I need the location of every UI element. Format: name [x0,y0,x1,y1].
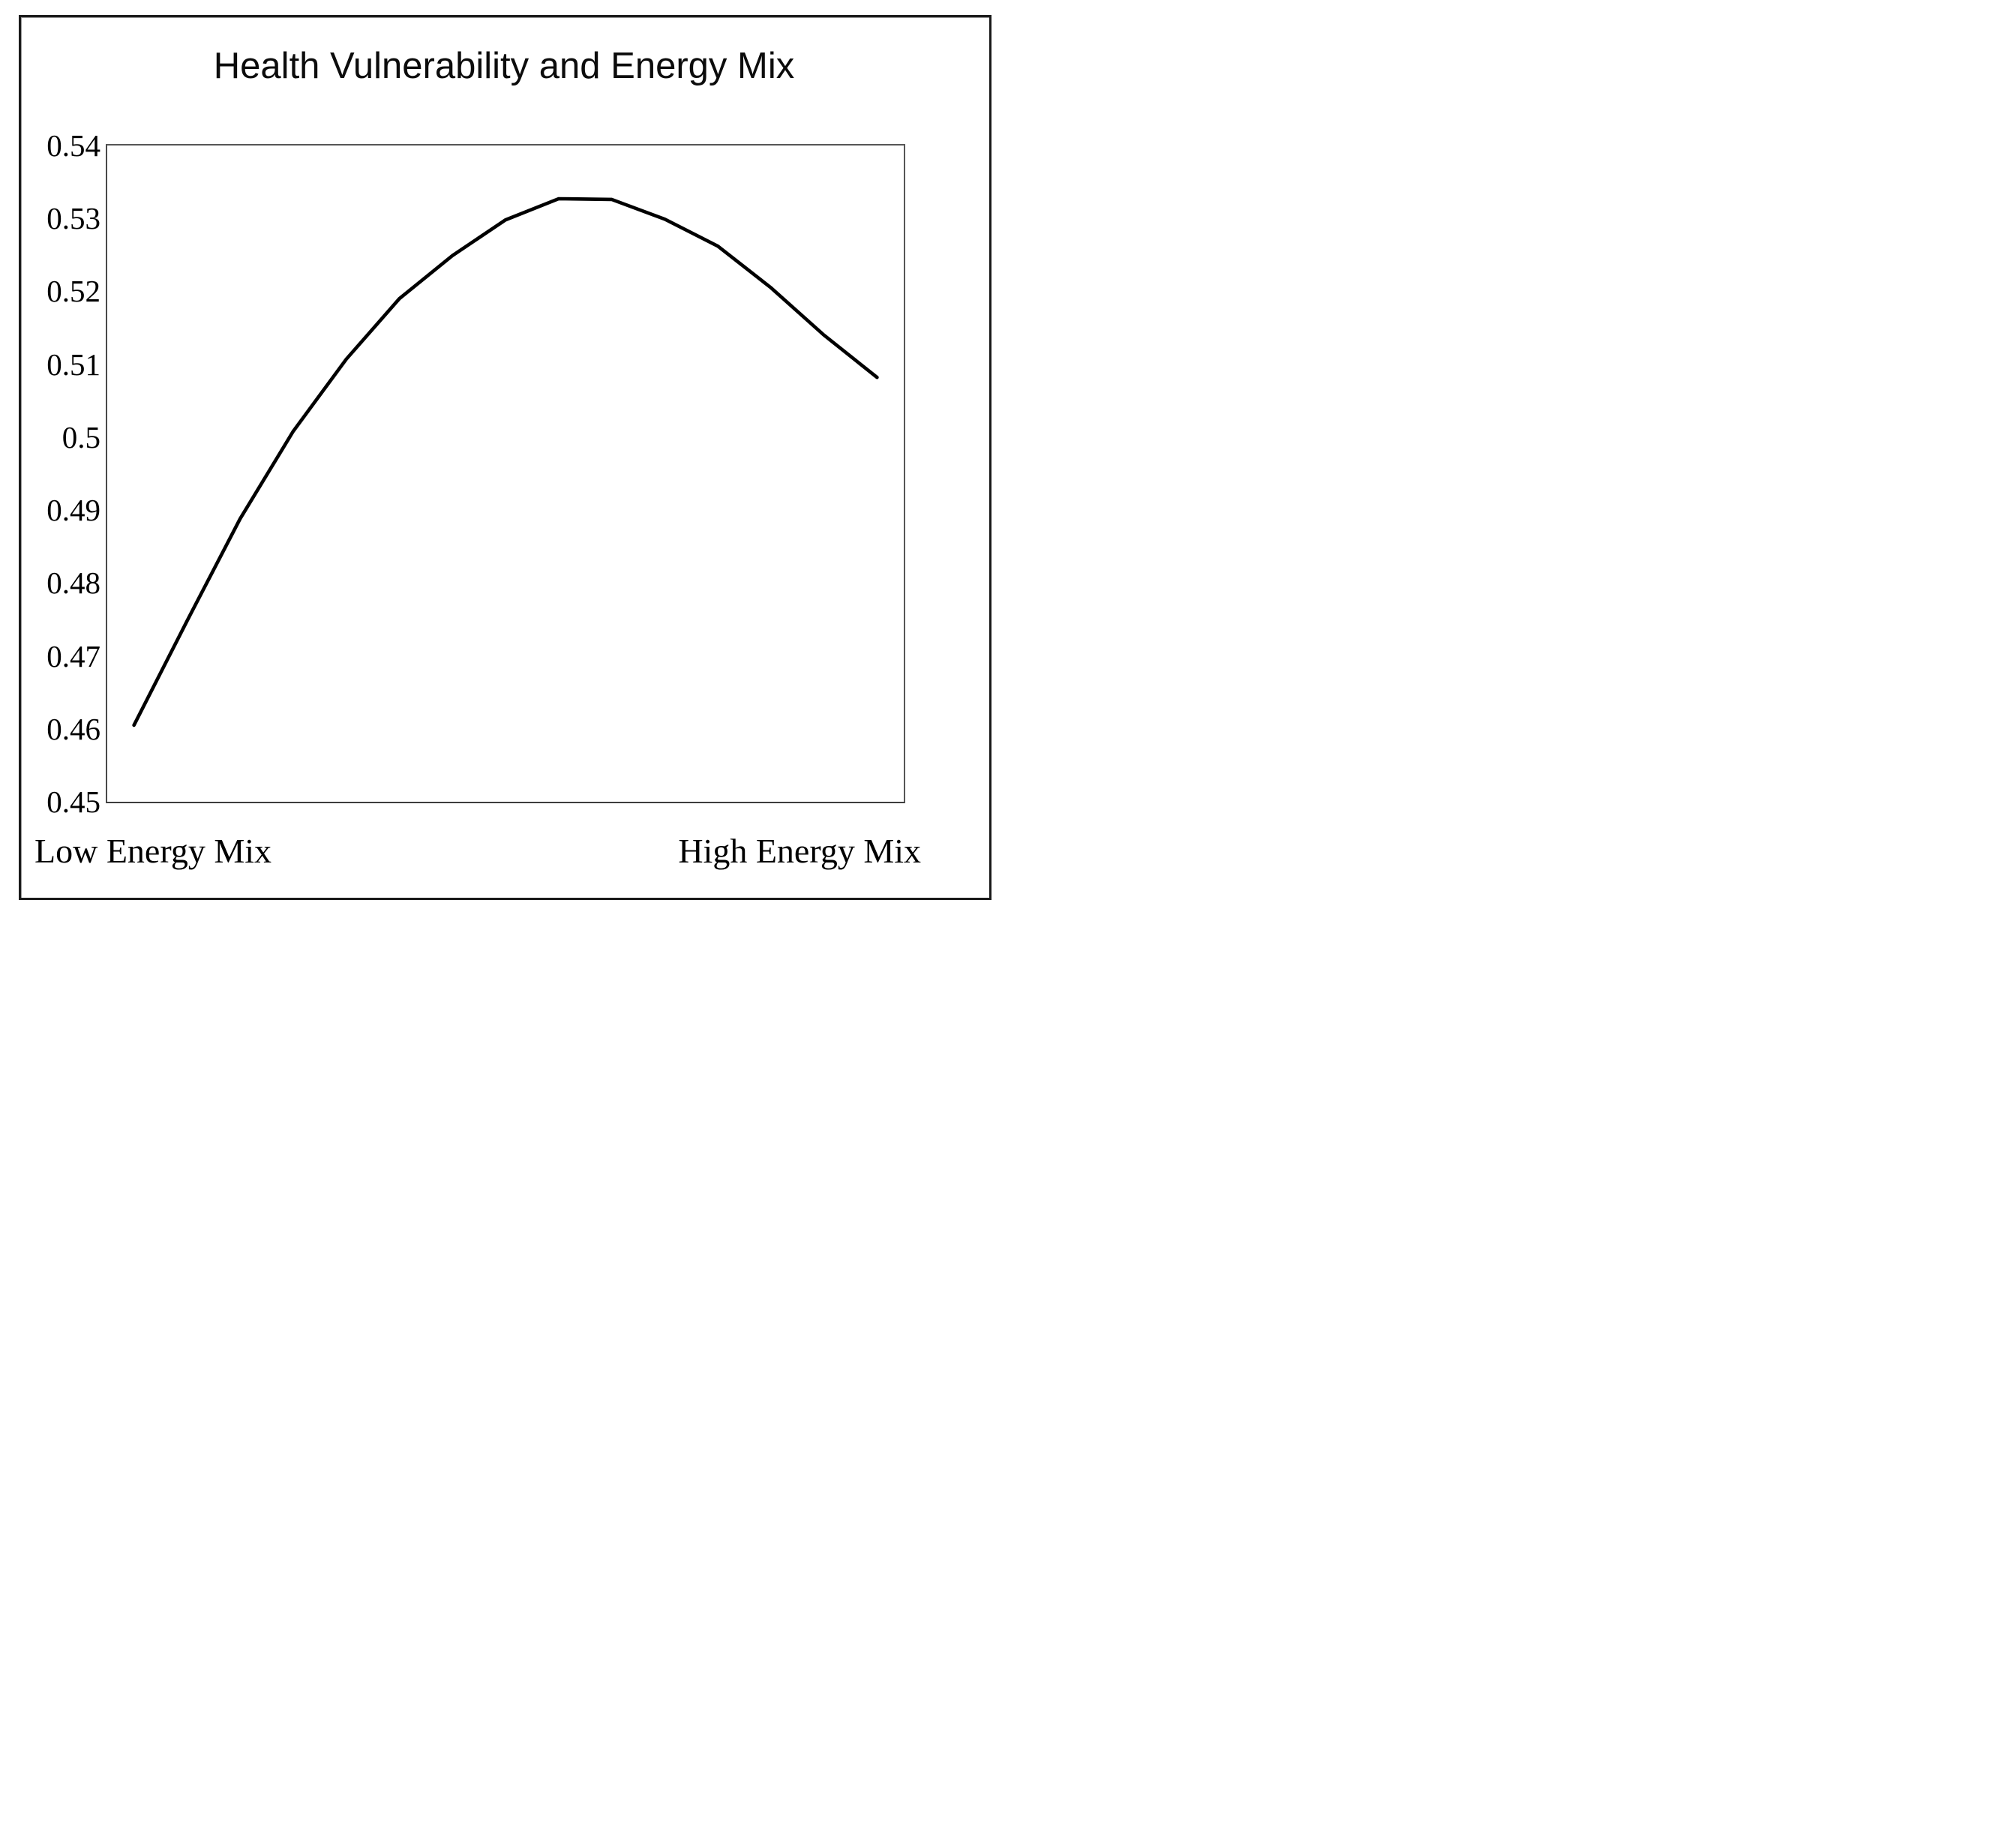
chart-title: Health Vulnerability and Energy Mix [213,46,795,86]
x-axis-label-low: Low Energy Mix [34,832,272,870]
y-axis-tick-label: 0.46 [46,711,100,746]
health-vulnerability-curve [132,196,879,728]
y-axis: 0.54 0.53 0.52 0.51 0.5 0.49 0.48 0.47 0.46 0.45 [14,0,100,915]
figure-page: Health Vulnerability and Energy Mix 0.54… [0,0,1008,915]
y-axis-tick-label: 0.5 [62,419,100,454]
y-axis-tick-label: 0.47 [46,638,100,674]
x-axis-label-high: High Energy Mix [678,832,921,870]
y-axis-tick-label: 0.45 [46,784,100,819]
y-axis-tick-label: 0.53 [46,201,100,236]
y-axis-tick-label: 0.48 [46,566,100,601]
plot-area [106,144,905,803]
y-axis-tick-label: 0.54 [46,128,100,163]
y-axis-tick-label: 0.51 [46,346,100,382]
y-axis-tick-label: 0.52 [46,274,100,309]
y-axis-tick-label: 0.49 [46,493,100,528]
plot-canvas [132,196,879,728]
